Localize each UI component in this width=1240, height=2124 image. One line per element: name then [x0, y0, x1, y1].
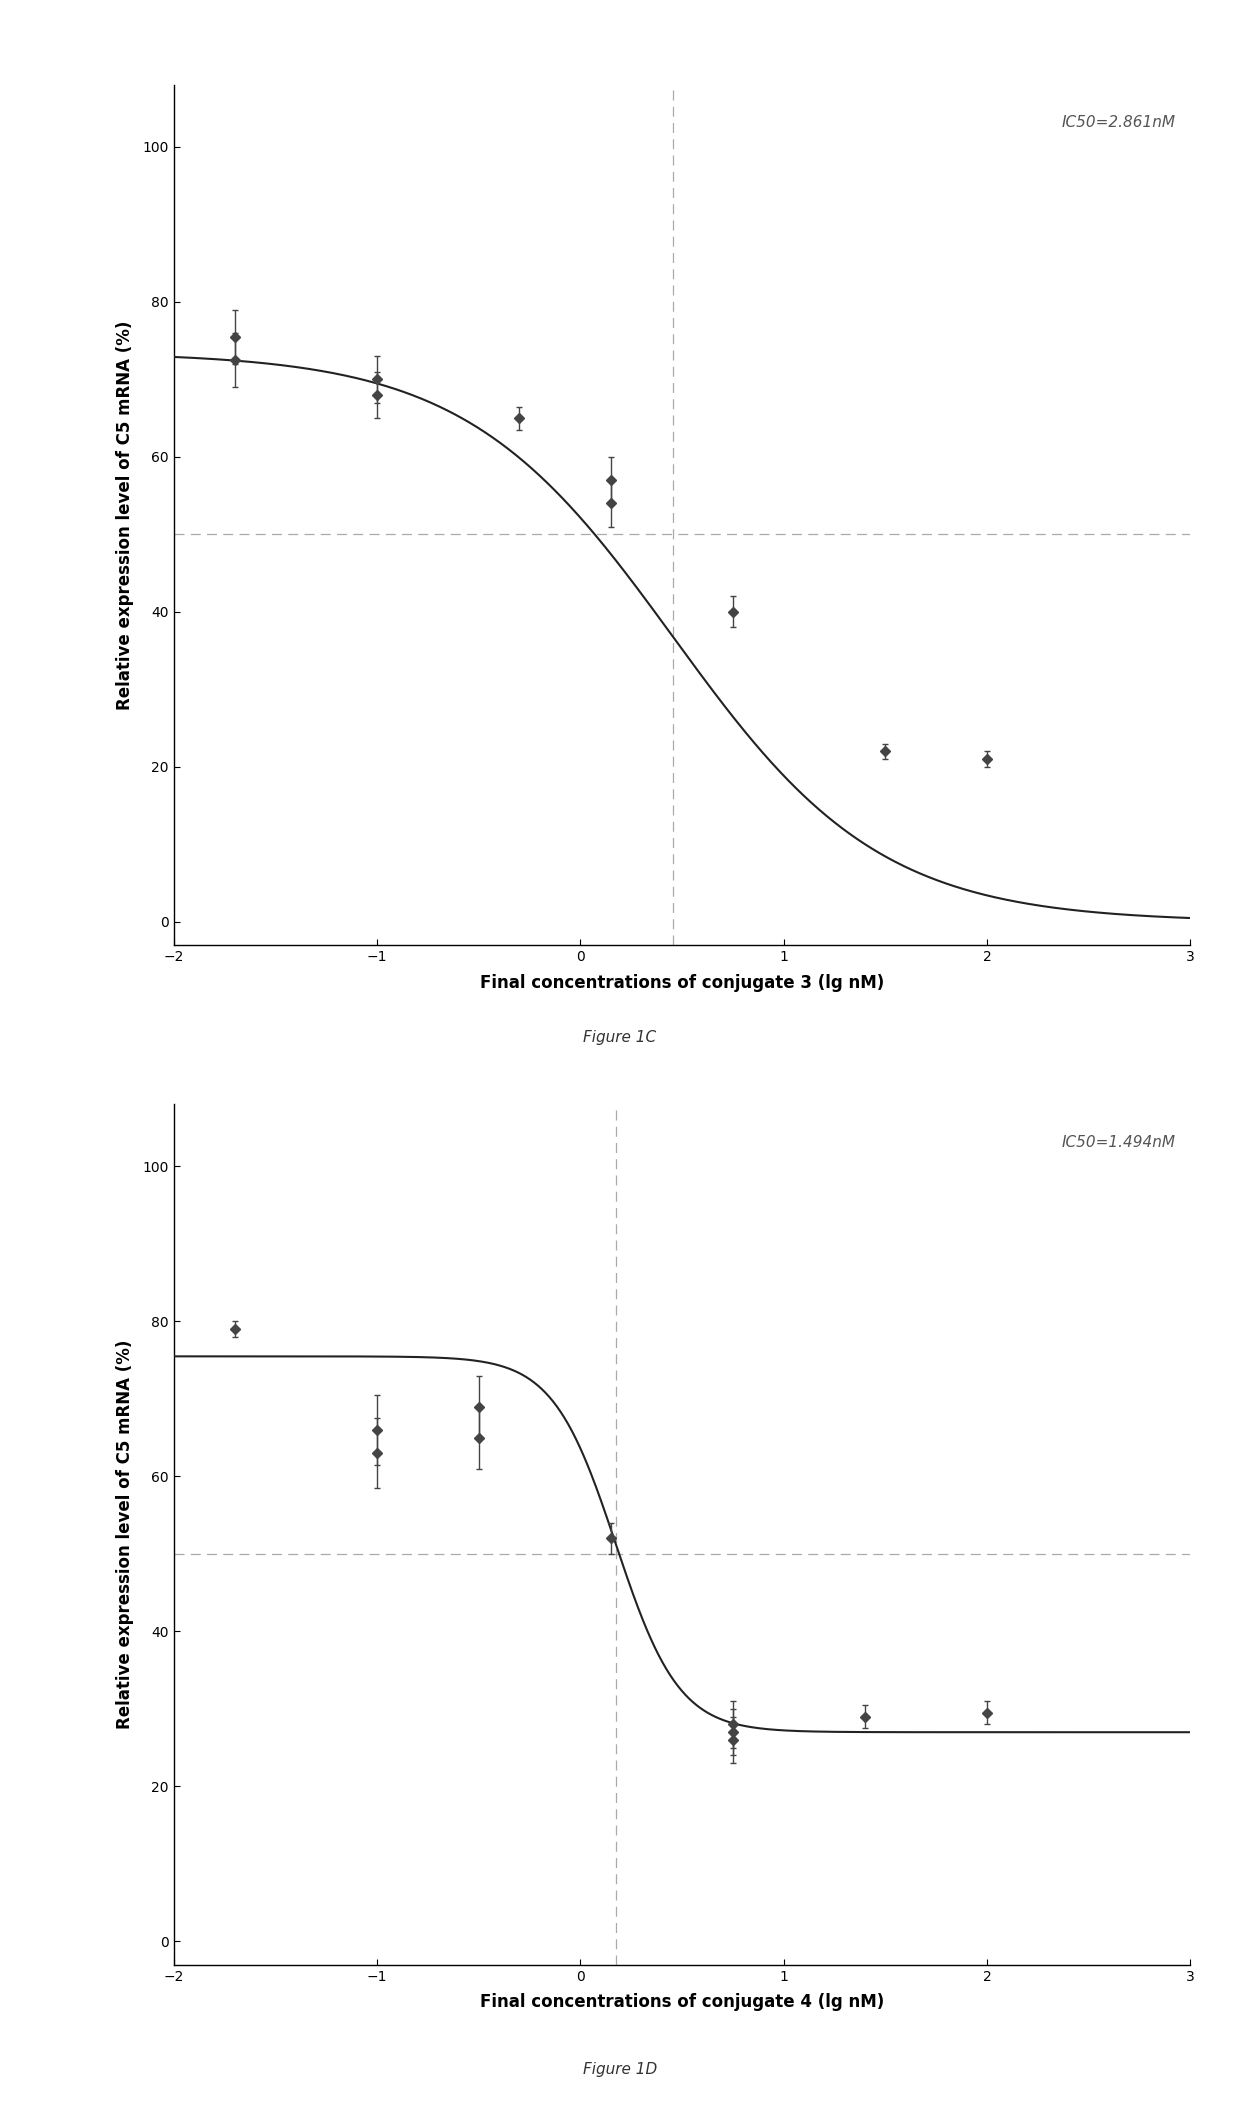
- Text: IC50=2.861nM: IC50=2.861nM: [1061, 115, 1176, 130]
- X-axis label: Final concentrations of conjugate 4 (lg nM): Final concentrations of conjugate 4 (lg …: [480, 1992, 884, 2011]
- X-axis label: Final concentrations of conjugate 3 (lg nM): Final concentrations of conjugate 3 (lg …: [480, 973, 884, 992]
- Text: Figure 1C: Figure 1C: [584, 1030, 656, 1045]
- Text: Figure 1D: Figure 1D: [583, 2062, 657, 2077]
- Text: IC50=1.494nM: IC50=1.494nM: [1061, 1134, 1176, 1149]
- Y-axis label: Relative expression level of C5 mRNA (%): Relative expression level of C5 mRNA (%): [117, 321, 134, 709]
- Y-axis label: Relative expression level of C5 mRNA (%): Relative expression level of C5 mRNA (%): [117, 1340, 134, 1729]
